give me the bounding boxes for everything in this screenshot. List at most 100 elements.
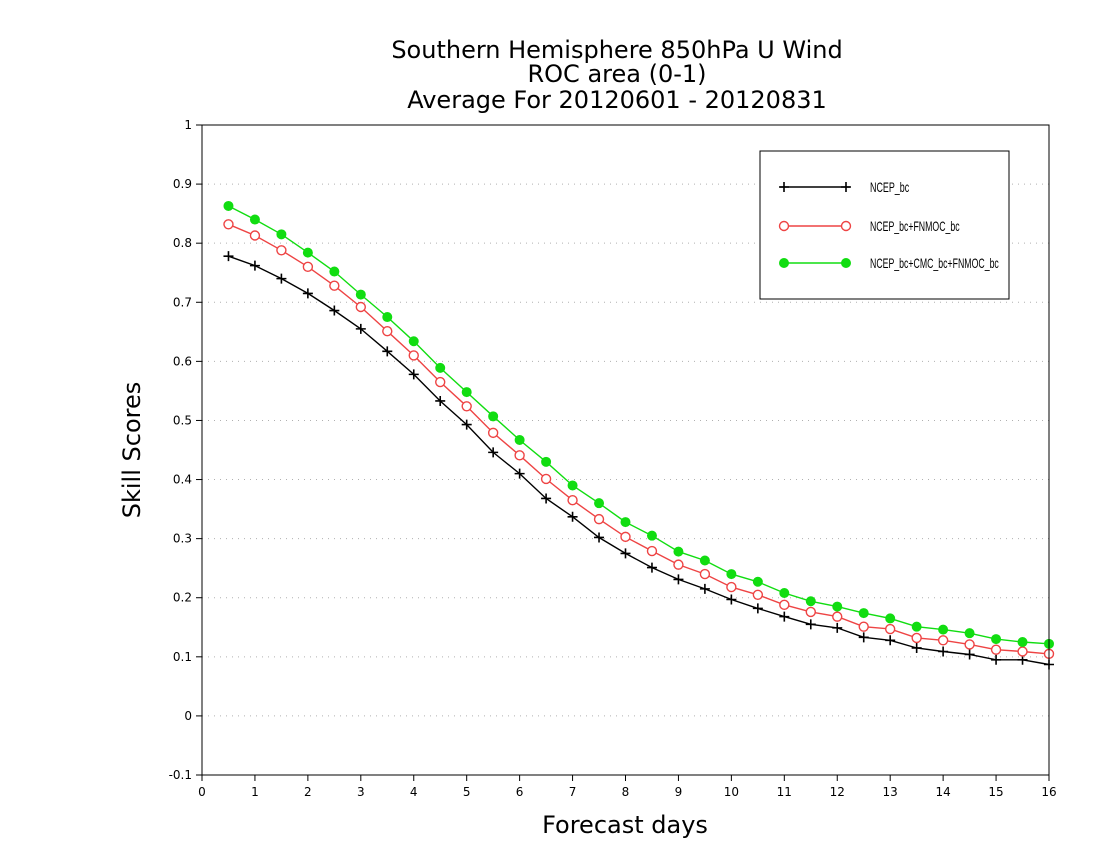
data-point (832, 601, 843, 612)
data-point (302, 261, 314, 273)
data-point (593, 513, 605, 525)
series-2 (223, 219, 1055, 660)
data-point (858, 632, 869, 643)
y-tick-label: 0.8 (173, 236, 192, 250)
data-point (461, 419, 472, 430)
data-point (567, 495, 578, 506)
legend-marker (841, 258, 851, 268)
data-point (938, 624, 949, 635)
x-tick-label: 0 (198, 785, 206, 799)
legend-box (759, 150, 1010, 300)
data-point (646, 545, 658, 557)
data-point (567, 511, 578, 522)
data-point (435, 395, 446, 406)
data-point (355, 301, 367, 313)
x-tick-label: 11 (777, 785, 792, 799)
data-point (805, 606, 816, 618)
series-line (228, 255, 1050, 666)
x-tick-label: 9 (675, 785, 683, 799)
data-point (461, 387, 472, 398)
y-tick-label: 0.5 (173, 413, 192, 427)
x-tick-label: 2 (304, 785, 312, 799)
data-point (885, 635, 896, 646)
data-point (726, 569, 737, 580)
data-point (276, 273, 287, 284)
data-point (276, 245, 287, 256)
data-point (673, 546, 684, 557)
y-axis-label: Skill Scores (118, 382, 146, 519)
data-point (435, 362, 446, 373)
data-point (620, 531, 631, 543)
y-tick-label: 1 (184, 118, 192, 132)
y-tick-label: 0.7 (173, 295, 192, 309)
data-point (514, 468, 525, 479)
data-point (991, 634, 1002, 645)
chart-title: Southern Hemisphere 850hPa U Wind ROC ar… (391, 36, 842, 114)
y-tick-label: 0.3 (173, 532, 192, 546)
data-point (832, 622, 843, 633)
x-tick-label: 15 (988, 785, 1003, 799)
data-point (223, 219, 234, 230)
data-point (594, 498, 605, 509)
y-axis-ticks: -0.1 0 0.1 0.2 0.3 0.4 0.5 0.6 0.7 0.8 0.9 1 (169, 118, 202, 782)
data-point (858, 608, 869, 619)
chart-title-line-3: Average For 20120601 - 20120831 (407, 86, 827, 114)
data-point (911, 621, 922, 632)
chart-title-line-2: ROC area (0-1) (527, 60, 706, 88)
data-point (249, 260, 260, 271)
y-tick-label: 0 (184, 709, 192, 723)
y-tick-label: -0.1 (169, 768, 192, 782)
data-point (408, 350, 419, 361)
x-tick-label: 5 (463, 785, 471, 799)
data-point (514, 450, 525, 461)
data-point (382, 326, 393, 337)
data-point (646, 562, 657, 573)
x-tick-label: 14 (935, 785, 950, 799)
data-point (302, 288, 313, 299)
data-point (699, 568, 711, 580)
data-point (752, 589, 764, 600)
legend: NCEP_bc NCEP_bc+FNMOC_bc NCEP_bc+CMC_bc+FN… (759, 150, 1010, 300)
legend-marker (779, 182, 789, 192)
data-point (726, 594, 737, 605)
data-point (990, 644, 1002, 655)
series-3 (223, 200, 1054, 649)
data-point (355, 323, 366, 334)
series-layer (223, 200, 1055, 670)
data-point (911, 632, 922, 644)
data-point (964, 639, 975, 650)
data-point (382, 346, 393, 357)
y-tick-label: 0.1 (173, 650, 192, 664)
data-point (752, 576, 763, 587)
x-tick-label: 6 (516, 785, 524, 799)
data-point (540, 473, 552, 485)
data-point (646, 530, 657, 541)
data-point (1017, 646, 1028, 657)
data-point (461, 401, 472, 412)
data-point (594, 532, 605, 543)
data-point (885, 613, 896, 624)
data-point (937, 635, 949, 646)
data-point (938, 646, 949, 657)
data-point (699, 555, 710, 566)
y-tick-label: 0.6 (173, 354, 192, 368)
data-point (752, 603, 763, 614)
data-point (488, 447, 499, 458)
data-point (964, 628, 975, 639)
data-point (408, 369, 419, 380)
data-point (805, 596, 816, 607)
data-point (435, 376, 446, 388)
data-point (408, 336, 419, 347)
data-point (832, 611, 843, 622)
data-point (302, 247, 313, 258)
data-point (249, 214, 260, 225)
data-point (964, 649, 975, 660)
legend-items: NCEP_bc NCEP_bc+FNMOC_bc NCEP_bc+CMC_bc+FN… (778, 179, 999, 271)
data-point (779, 599, 790, 611)
x-tick-label: 4 (410, 785, 418, 799)
x-tick-label: 3 (357, 785, 365, 799)
data-point (541, 493, 552, 504)
data-point (991, 654, 1002, 665)
y-tick-label: 0.9 (173, 177, 192, 191)
x-tick-label: 8 (622, 785, 630, 799)
